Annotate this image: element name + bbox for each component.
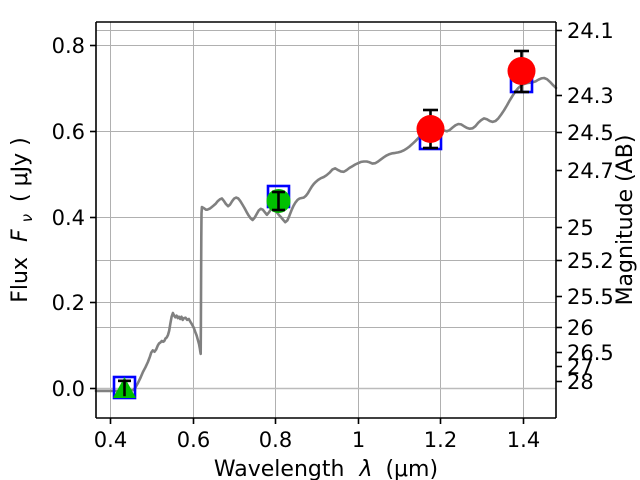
observed-photometry-marker-3	[416, 115, 445, 143]
y2-axis-title-text: Magnitude (AB)	[613, 135, 638, 306]
y2-tick-label-9: 27	[567, 355, 594, 379]
x-tick-labels: 0.4 0.6 0.8 1 1.2 1.4	[94, 428, 540, 452]
y2-tick-label-0: 24.1	[567, 19, 614, 43]
y2-tick-label-6: 25.5	[567, 285, 614, 309]
y2-tick-label-5: 25.2	[567, 249, 614, 273]
grid-vertical	[110, 22, 524, 418]
y-axis-title: Flux F ν ( μJy )	[8, 137, 38, 302]
x-axis-ticks	[109, 418, 525, 424]
y-axis-ticks	[90, 44, 96, 390]
y-tick-label-0: 0.0	[52, 377, 85, 401]
photometry-point-2	[266, 184, 291, 213]
photometry-point-3	[416, 108, 445, 151]
photometry-point-1	[112, 375, 137, 400]
x-tick-label-4: 1.2	[424, 428, 457, 452]
observed-photometry-marker-4	[507, 57, 536, 85]
y-axis-title-word: Flux	[8, 257, 33, 303]
y-axis-title-symbol: F	[8, 229, 33, 242]
y2-axis-ticks	[556, 29, 562, 383]
y2-tick-label-2: 24.5	[567, 121, 614, 145]
y-tick-label-1: 0.2	[52, 291, 85, 315]
y-tick-label-3: 0.6	[52, 120, 85, 144]
x-axis-title-word: Wavelength	[214, 457, 345, 480]
x-tick-label-2: 0.8	[259, 428, 292, 452]
svg-text:Wavelength λ (: Wavelength λ (μm)	[214, 457, 438, 480]
svg-text:Flux F ν: Flux F ν ( μJy )	[8, 137, 38, 302]
y2-tick-label-1: 24.3	[567, 84, 614, 108]
grid-right-axis	[96, 30, 556, 328]
y-tick-label-2: 0.4	[52, 206, 85, 230]
y2-tick-label-4: 25	[567, 216, 594, 240]
y2-tick-label-8: 26.5	[567, 341, 614, 365]
x-tick-label-3: 1	[352, 428, 365, 452]
x-axis-title-symbol: λ	[358, 457, 372, 480]
y-tick-labels: 0.0 0.2 0.4 0.6 0.8	[52, 34, 85, 401]
model-spectrum-line	[94, 76, 558, 393]
x-axis-title: Wavelength λ (μm)	[214, 457, 438, 480]
photometry-point-4	[507, 49, 536, 94]
y2-tick-label-3: 24.7	[567, 159, 614, 183]
y2-tick-label-10: 28	[567, 370, 594, 394]
y-tick-label-4: 0.8	[52, 34, 85, 58]
x-tick-label-1: 0.6	[177, 428, 210, 452]
x-tick-label-0: 0.4	[94, 428, 127, 452]
y2-tick-labels: 24.1 24.3 24.5 24.7 25 25.2 25.5 26 26.5…	[567, 19, 614, 394]
y-axis-title-subscript: ν	[18, 214, 36, 222]
y2-axis-title: Magnitude (AB)	[613, 135, 638, 306]
x-axis-title-units: (μm)	[385, 457, 438, 480]
y-axis-title-units: ( μJy )	[8, 137, 33, 202]
plot-background	[96, 22, 556, 418]
y2-tick-label-7: 26	[567, 316, 594, 340]
x-tick-label-5: 1.4	[507, 428, 540, 452]
